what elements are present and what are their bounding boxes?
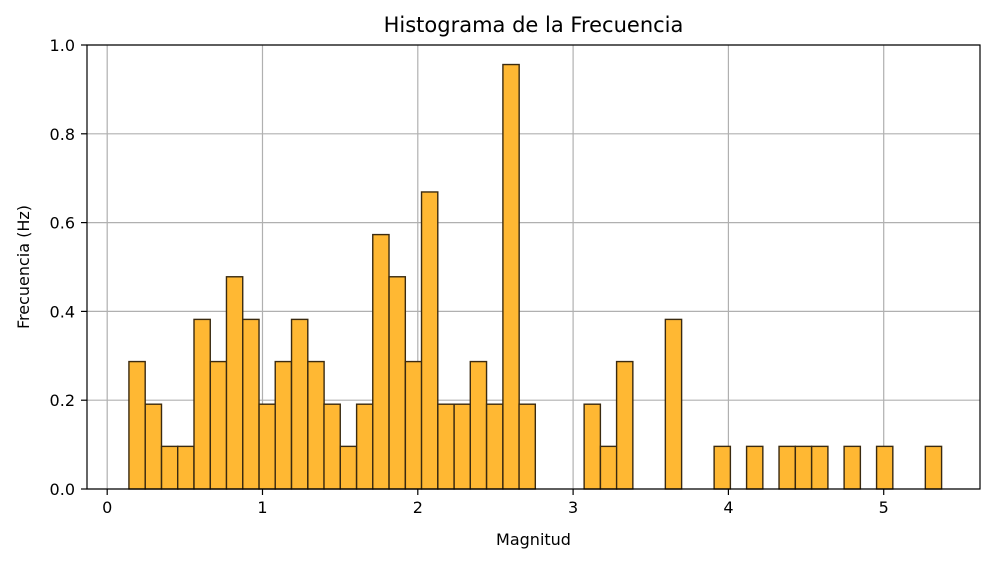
histogram-bar: [258, 403, 277, 490]
y-tick-label: 1.0: [50, 36, 75, 55]
histogram-bar: [485, 403, 504, 490]
y-axis-ticks: 0.0 0.2 0.4 0.6 0.8 1.0: [50, 36, 87, 499]
x-tick-label: 0: [102, 498, 112, 517]
histogram-bar: [209, 360, 228, 490]
histogram-bar: [469, 360, 488, 490]
histogram-bar: [924, 445, 943, 490]
histogram-bar: [128, 360, 146, 490]
histogram-bar: [404, 360, 423, 490]
histogram-bar: [290, 318, 309, 490]
histogram-bar: [518, 403, 537, 490]
histogram-bars: [128, 63, 943, 490]
histogram-bar: [778, 445, 796, 490]
histogram-bar: [502, 63, 520, 490]
histogram-bar: [144, 403, 163, 490]
histogram-bar: [160, 445, 179, 490]
y-tick-label: 0.4: [50, 302, 75, 321]
histogram-bar: [713, 445, 732, 490]
x-tick-label: 4: [723, 498, 733, 517]
y-axis-label: Frecuencia (Hz): [14, 205, 33, 329]
histogram-bar: [355, 403, 374, 490]
histogram-bar: [307, 360, 325, 490]
histogram-bar: [615, 360, 634, 490]
x-tick-label: 3: [568, 498, 578, 517]
histogram-bar: [225, 276, 244, 490]
histogram-bar: [437, 403, 455, 490]
histogram-bar: [843, 445, 862, 490]
y-tick-label: 0.0: [50, 480, 75, 499]
histogram-bar: [664, 318, 683, 490]
chart-title: Histograma de la Frecuencia: [384, 13, 684, 37]
x-tick-label: 5: [879, 498, 889, 517]
histogram-bar: [583, 403, 602, 490]
histogram-bar: [599, 445, 618, 490]
histogram-bar: [193, 318, 211, 490]
histogram-bar: [323, 403, 341, 490]
y-tick-label: 0.8: [50, 125, 75, 144]
x-axis-ticks: 0 1 2 3 4 5: [102, 489, 889, 517]
histogram-bar: [388, 276, 407, 490]
histogram-bar: [453, 403, 472, 490]
x-tick-label: 2: [413, 498, 423, 517]
histogram-bar: [339, 445, 358, 490]
histogram-bar: [372, 233, 390, 490]
histogram-bar: [242, 318, 260, 490]
plot-frame: [86, 44, 981, 490]
x-axis-label: Magnitud: [496, 530, 571, 549]
histogram-bar: [420, 191, 439, 490]
y-tick-label: 0.2: [50, 391, 75, 410]
histogram-bar: [176, 445, 195, 490]
y-tick-label: 0.6: [50, 214, 75, 233]
histogram-bar: [745, 445, 764, 490]
x-tick-label: 1: [257, 498, 267, 517]
histogram-bar: [810, 445, 829, 490]
histogram-bar: [875, 445, 894, 490]
histogram-bar: [794, 445, 813, 490]
histogram-bar: [274, 360, 293, 490]
